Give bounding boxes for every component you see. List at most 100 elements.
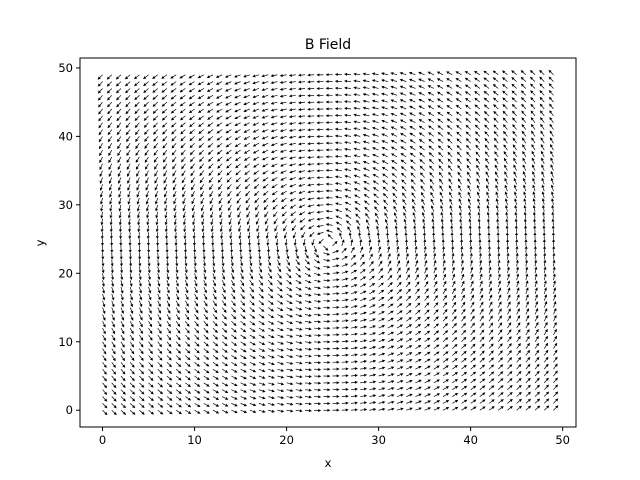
field-arrow [314,306,322,310]
field-arrow [497,308,502,315]
field-arrow [385,225,389,233]
field-arrow [421,198,425,206]
field-arrow [144,143,149,149]
field-arrow [405,295,412,301]
field-arrow [252,74,260,78]
field-arrow [485,157,490,164]
field-arrow [157,314,162,321]
field-arrow [525,280,529,288]
field-arrow [231,403,238,407]
field-arrow [325,229,333,233]
field-arrow [221,334,228,340]
field-arrow [107,129,113,136]
field-arrow [210,211,214,219]
field-arrow [120,382,126,389]
field-arrow [277,300,284,305]
field-arrow [261,101,269,105]
field-arrow [135,136,140,142]
field-arrow [474,91,481,96]
field-arrow [532,204,536,212]
field-arrow [427,92,434,96]
field-arrow [244,170,251,176]
field-arrow [362,93,370,96]
field-arrow [531,150,536,158]
field-arrow [191,211,195,219]
field-arrow [192,232,196,240]
field-arrow [488,336,494,342]
field-arrow [226,177,232,183]
field-arrow [419,159,425,165]
field-arrow [451,287,456,295]
field-arrow [512,144,517,151]
field-arrow [422,225,426,233]
field-arrow [212,280,216,287]
field-arrow [341,353,349,357]
field-arrow [505,225,509,233]
field-arrow [231,382,238,387]
field-arrow [474,84,481,89]
field-arrow [488,301,493,308]
field-arrow [474,104,481,110]
field-arrow [437,138,444,144]
field-arrow [284,239,288,247]
field-arrow [539,76,545,82]
field-arrow [238,239,242,247]
field-arrow [433,337,440,343]
field-arrow [344,201,352,206]
field-arrow [258,286,264,293]
field-arrow [334,100,342,104]
field-arrow [360,360,368,363]
field-arrow [110,239,114,247]
field-arrow [475,144,481,151]
field-arrow [350,305,358,308]
field-arrow [139,314,143,321]
field-arrow [98,136,103,143]
field-arrow [221,259,225,267]
field-arrow [470,399,477,404]
field-arrow [334,107,342,111]
field-arrow [216,129,223,134]
field-arrow [234,94,241,99]
field-arrow [277,402,285,406]
field-arrow [540,144,545,151]
field-arrow [314,395,322,399]
field-arrow [442,365,449,370]
field-arrow [266,245,270,253]
field-arrow [231,362,238,366]
field-arrow [258,341,266,345]
field-arrow [427,78,434,82]
field-arrow [516,384,522,390]
field-arrow [126,156,131,163]
field-arrow [171,149,177,156]
field-arrow [477,211,481,219]
field-arrow [304,300,312,304]
field-arrow [516,363,522,370]
field-arrow [442,294,447,301]
field-arrow [288,142,296,146]
field-arrow [203,334,209,340]
field-arrow [203,368,210,374]
field-arrow [240,279,245,287]
field-arrow [477,225,481,233]
field-arrow [511,97,517,103]
field-arrow [161,108,168,114]
field-arrow [483,104,490,110]
field-arrow [541,170,545,178]
field-arrow [198,149,205,156]
field-arrow [127,204,131,212]
field-arrow [202,239,206,247]
field-arrow [520,90,527,96]
field-arrow [230,259,234,267]
field-arrow [381,119,388,124]
field-arrow [415,351,422,356]
field-arrow [154,184,159,191]
field-arrow [550,184,554,192]
field-arrow [522,144,527,151]
field-arrow [120,375,126,382]
field-arrow [209,204,214,212]
field-arrow [452,358,458,363]
field-arrow [456,131,462,137]
field-arrow [465,111,471,117]
field-arrow [441,225,445,233]
field-arrow [447,138,453,144]
